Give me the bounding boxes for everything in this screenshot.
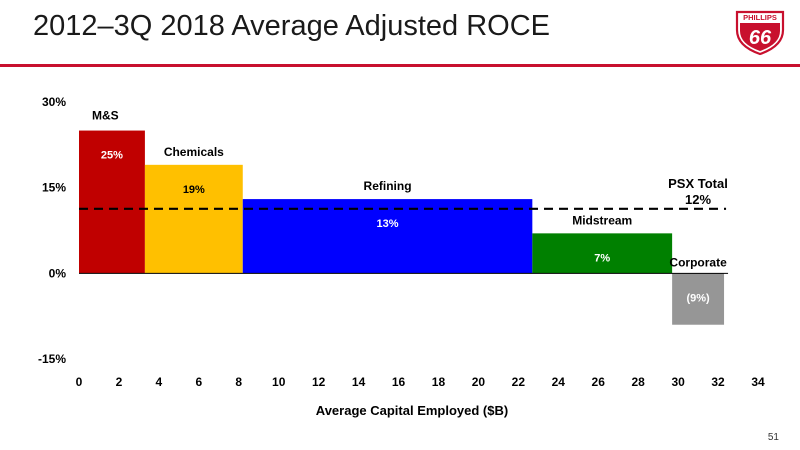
bar-value-label-midstream: 7% <box>594 252 610 264</box>
bar-value-label-corporate: (9%) <box>686 292 710 304</box>
x-tick-label: 12 <box>312 375 326 389</box>
x-tick-label: 32 <box>711 375 725 389</box>
bar-corporate <box>672 273 725 325</box>
x-tick-label: 6 <box>195 375 202 389</box>
title-rule <box>0 64 800 67</box>
bar-name-label-refining: Refining <box>364 179 412 193</box>
reference-line-value-label: 12% <box>685 192 711 207</box>
x-tick-label: 34 <box>751 375 765 389</box>
bar-m-s <box>79 130 145 274</box>
bar-chemicals <box>144 164 243 274</box>
labels: 25% M&S 19% Chemicals 13% Refining 7% Midstream… <box>92 109 727 305</box>
logo-shield-red <box>740 23 780 51</box>
logo-top-text: PHILLIPS <box>743 13 777 22</box>
bar-name-label-chemicals: Chemicals <box>164 145 224 159</box>
bar-name-label-corporate: Corporate <box>669 255 727 269</box>
x-tick-label: 4 <box>156 375 163 389</box>
x-tick-label: 28 <box>631 375 645 389</box>
slide-number: 51 <box>767 432 779 443</box>
x-axis-title: Average Capital Employed ($B) <box>316 403 508 418</box>
x-tick-label: 8 <box>235 375 242 389</box>
x-tick-label: 0 <box>76 375 83 389</box>
x-tick-label: 16 <box>392 375 406 389</box>
bar-value-label-m-s: 25% <box>101 150 123 162</box>
bar-name-label-m-s: M&S <box>92 109 119 123</box>
x-tick-label: 10 <box>272 375 286 389</box>
y-tick-label: -15% <box>38 352 66 366</box>
bar-segments <box>79 130 725 325</box>
bar-midstream <box>532 233 673 274</box>
reference-line-label: PSX Total <box>668 176 728 191</box>
bar-value-label-refining: 13% <box>377 218 399 230</box>
x-tick-label: 20 <box>472 375 486 389</box>
x-tick-label: 22 <box>512 375 526 389</box>
x-tick-label: 18 <box>432 375 446 389</box>
x-tick-label: 30 <box>671 375 685 389</box>
bar-name-label-midstream: Midstream <box>572 213 632 227</box>
x-tick-label: 26 <box>592 375 606 389</box>
y-tick-label: 15% <box>42 181 66 195</box>
x-tick-label: 2 <box>116 375 123 389</box>
y-tick-label: 0% <box>49 266 67 280</box>
bar-refining <box>242 199 533 274</box>
phillips-66-logo: PHILLIPS 66 <box>735 10 785 56</box>
y-tick-label: 30% <box>42 95 66 109</box>
axes: 30%15%0%-15%0 2 4 6 8 10 12 14 16 18 20 22 24 26 28 30 3… <box>38 95 765 389</box>
logo-number: 66 <box>749 27 772 49</box>
x-tick-label: 14 <box>352 375 366 389</box>
x-tick-label: 24 <box>552 375 566 389</box>
slide-title: 2012–3Q 2018 Average Adjusted ROCE <box>33 10 551 42</box>
bar-value-label-chemicals: 19% <box>183 184 205 196</box>
